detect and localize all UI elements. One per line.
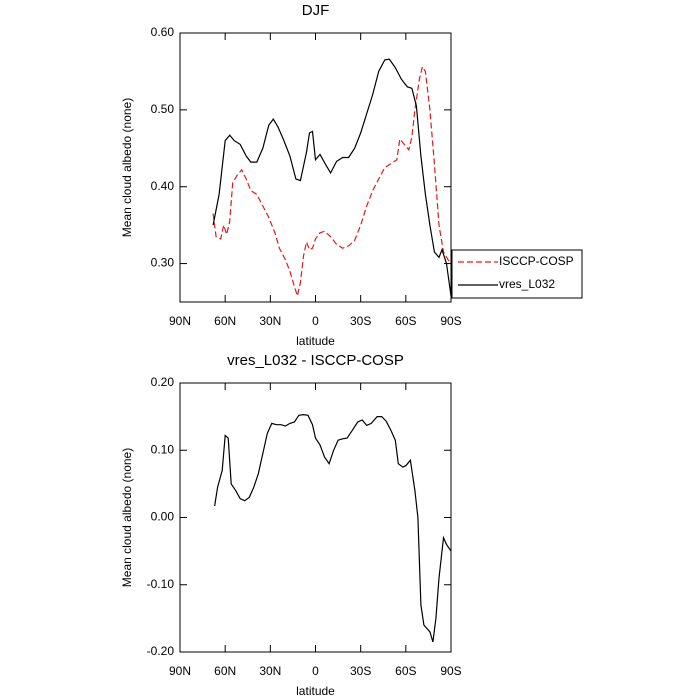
plot-frame — [179, 32, 452, 303]
y-tick-label: 0.30 — [151, 256, 175, 270]
x-tick-label: 90N — [169, 664, 191, 678]
y-axis-label: Mean cloud albedo (none) — [120, 448, 134, 587]
legend-label: ISCCP-COSP — [499, 254, 574, 268]
x-tick-label: 0 — [312, 664, 319, 678]
x-tick-label: 30S — [350, 314, 371, 328]
x-tick-label: 60S — [395, 314, 416, 328]
legend-box — [451, 249, 583, 299]
x-tick-label: 60N — [214, 314, 236, 328]
y-tick-label: 0.50 — [151, 102, 175, 116]
x-tick-label: 30S — [350, 664, 371, 678]
data-line — [212, 58, 452, 296]
chart-title: DJF — [302, 2, 330, 19]
data-line — [214, 413, 452, 643]
x-tick-label: 90S — [440, 314, 461, 328]
x-tick-label: 30N — [259, 314, 281, 328]
y-tick-label: 0.60 — [151, 25, 175, 39]
y-tick-label: 0.00 — [151, 510, 175, 524]
y-tick-label: 0.40 — [151, 179, 175, 193]
x-axis-label: latitude — [296, 684, 335, 698]
x-tick-label: 60S — [395, 664, 416, 678]
x-tick-label: 30N — [259, 664, 281, 678]
chart-title: vres_L032 - ISCCP-COSP — [227, 352, 404, 369]
legend-label: vres_L032 — [499, 277, 555, 291]
y-axis-label: Mean cloud albedo (none) — [120, 98, 134, 237]
y-tick-label: -0.10 — [147, 577, 175, 591]
x-tick-label: 0 — [312, 314, 319, 328]
x-axis-label: latitude — [296, 334, 335, 348]
y-tick-label: -0.20 — [147, 644, 175, 658]
x-tick-label: 90N — [169, 314, 191, 328]
x-tick-label: 90S — [440, 664, 461, 678]
plot-frame — [179, 382, 452, 653]
y-tick-label: 0.10 — [151, 442, 175, 456]
x-tick-label: 60N — [214, 664, 236, 678]
y-tick-label: 0.20 — [151, 375, 175, 389]
